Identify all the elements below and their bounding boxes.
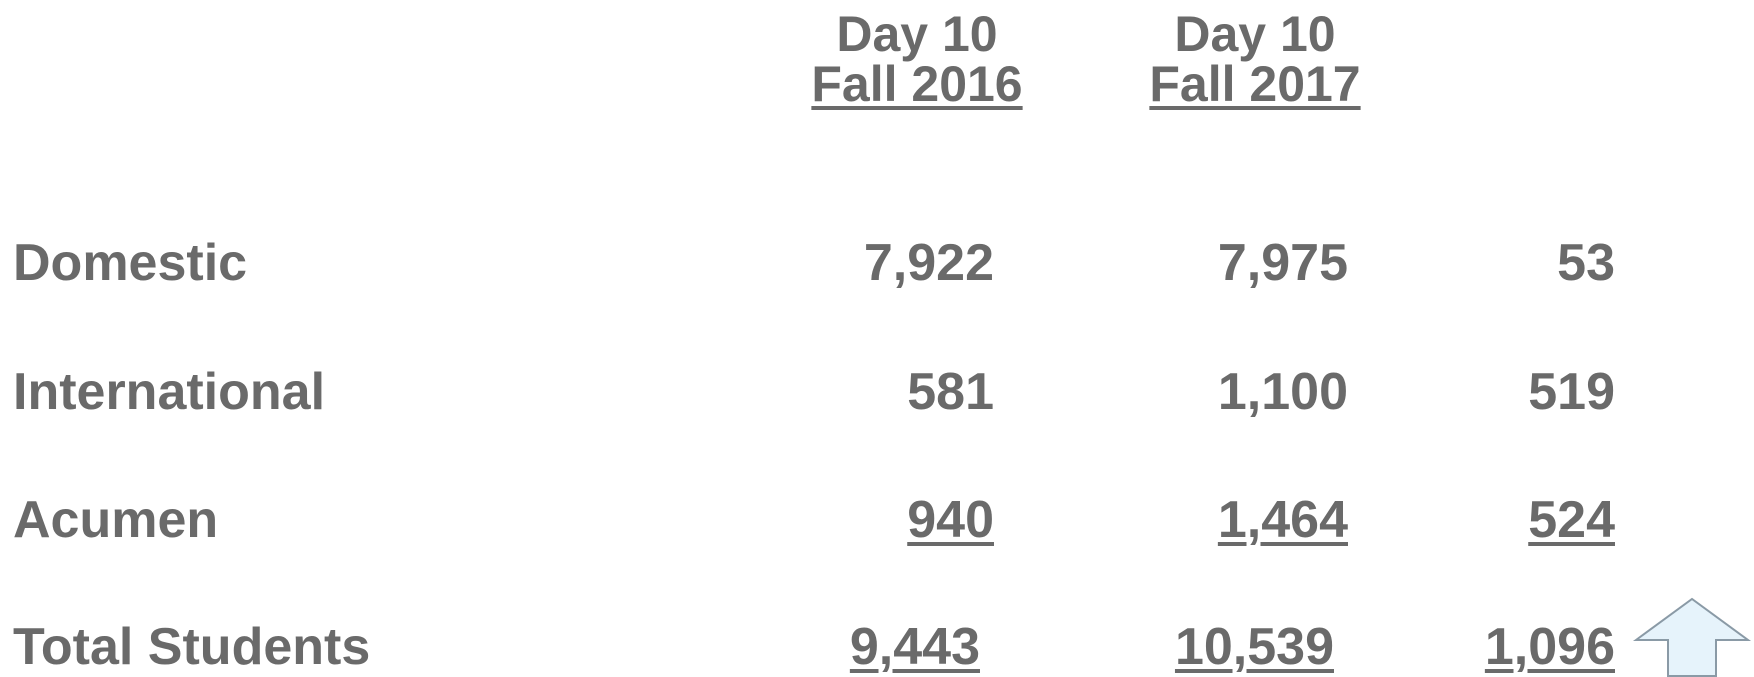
cell-value: 53 — [1557, 234, 1615, 292]
cell-value: 1,096 — [1484, 618, 1615, 676]
row-label: International — [13, 363, 326, 421]
cell-value: 7,922 — [863, 234, 994, 292]
cell-value: 1,464 — [1217, 491, 1348, 549]
column-header: Fall 2016 — [811, 56, 1023, 112]
row-label: Domestic — [13, 234, 248, 292]
row-label: Total Students — [13, 618, 371, 676]
column-header: Fall 2017 — [1149, 56, 1361, 112]
cell-value: 519 — [1528, 363, 1615, 421]
column-header: Day 10 — [1174, 6, 1336, 62]
cell-value: 1,100 — [1217, 363, 1348, 421]
cell-value: 581 — [907, 363, 994, 421]
cell-value: 524 — [1528, 491, 1615, 549]
cell-value: 9,443 — [849, 618, 980, 676]
row-label: Acumen — [13, 491, 219, 549]
cell-value: 940 — [907, 491, 994, 549]
up-arrow — [1632, 597, 1752, 677]
cell-value: 7,975 — [1217, 234, 1348, 292]
cell-value: 10,539 — [1174, 618, 1334, 676]
column-header: Day 10 — [836, 6, 998, 62]
